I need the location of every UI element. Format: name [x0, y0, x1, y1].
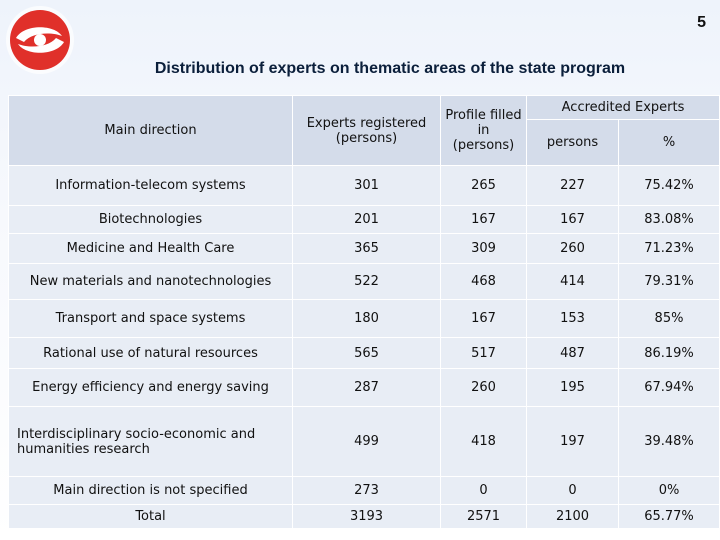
row-direction: Interdisciplinary socio-economic and hum…	[8, 406, 293, 477]
row-profile: 309	[440, 233, 527, 264]
row-percent: 79.31%	[617, 263, 720, 300]
row-persons: 2100	[526, 504, 619, 529]
row-percent: 71.23%	[617, 233, 720, 264]
row-registered: 565	[292, 337, 441, 369]
row-registered: 287	[292, 368, 441, 407]
row-profile: 0	[440, 476, 527, 505]
row-profile: 418	[440, 406, 527, 477]
row-percent: 65.77%	[617, 504, 720, 529]
row-profile: 167	[440, 299, 527, 338]
row-direction: Medicine and Health Care	[8, 233, 293, 264]
row-percent: 86.19%	[617, 337, 720, 369]
header-persons: persons	[526, 119, 619, 166]
row-profile: 167	[440, 205, 527, 234]
table-row: Main direction is not specified 273 0 0 …	[8, 476, 720, 505]
row-persons: 195	[526, 368, 619, 407]
table-row: New materials and nanotechnologies 522 4…	[8, 263, 720, 300]
table-row: Rational use of natural resources 565 51…	[8, 337, 720, 369]
row-profile: 260	[440, 368, 527, 407]
slide-title: Distribution of experts on thematic area…	[154, 60, 626, 77]
header-experts-registered: Experts registered (persons)	[292, 95, 441, 166]
row-profile: 265	[440, 165, 527, 206]
row-direction: Rational use of natural resources	[8, 337, 293, 369]
row-persons: 167	[526, 205, 619, 234]
row-registered: 365	[292, 233, 441, 264]
row-profile: 517	[440, 337, 527, 369]
row-percent: 85%	[617, 299, 720, 338]
row-persons: 414	[526, 263, 619, 300]
row-registered: 201	[292, 205, 441, 234]
red-swirl-logo-icon	[6, 6, 74, 74]
table-row-total: Total 3193 2571 2100 65.77%	[8, 504, 720, 529]
row-direction: Biotechnologies	[8, 205, 293, 234]
row-registered: 522	[292, 263, 441, 300]
row-direction: New materials and nanotechnologies	[8, 263, 293, 300]
row-registered: 499	[292, 406, 441, 477]
row-direction: Information-telecom systems	[8, 165, 293, 206]
row-registered: 3193	[292, 504, 441, 529]
header-percent: %	[617, 119, 720, 166]
row-percent: 0%	[617, 476, 720, 505]
row-registered: 301	[292, 165, 441, 206]
row-persons: 487	[526, 337, 619, 369]
row-direction: Main direction is not specified	[8, 476, 293, 505]
row-direction: Total	[8, 504, 293, 529]
row-profile: 2571	[440, 504, 527, 529]
header-accredited-experts: Accredited Experts	[525, 95, 720, 120]
table-row: Information-telecom systems 301 265 227 …	[8, 165, 720, 206]
table-row: Biotechnologies 201 167 167 83.08%	[8, 205, 720, 234]
row-persons: 227	[526, 165, 619, 206]
header-main-direction: Main direction	[8, 95, 293, 166]
row-persons: 0	[526, 476, 619, 505]
row-registered: 180	[292, 299, 441, 338]
row-percent: 83.08%	[617, 205, 720, 234]
row-registered: 273	[292, 476, 441, 505]
table-row: Interdisciplinary socio-economic and hum…	[8, 406, 720, 477]
row-direction: Transport and space systems	[8, 299, 293, 338]
row-persons: 260	[526, 233, 619, 264]
header-profile-filled: Profile filled in (persons)	[440, 95, 527, 166]
table-row: Medicine and Health Care 365 309 260 71.…	[8, 233, 720, 264]
table-row: Transport and space systems 180 167 153 …	[8, 299, 720, 338]
row-direction: Energy efficiency and energy saving	[8, 368, 293, 407]
row-profile: 468	[440, 263, 527, 300]
page-number: 5	[697, 14, 706, 31]
row-persons: 197	[526, 406, 619, 477]
experts-table: Main direction Experts registered (perso…	[8, 95, 720, 529]
row-persons: 153	[526, 299, 619, 338]
row-percent: 75.42%	[617, 165, 720, 206]
table-row: Energy efficiency and energy saving 287 …	[8, 368, 720, 407]
row-percent: 67.94%	[617, 368, 720, 407]
row-percent: 39.48%	[617, 406, 720, 477]
